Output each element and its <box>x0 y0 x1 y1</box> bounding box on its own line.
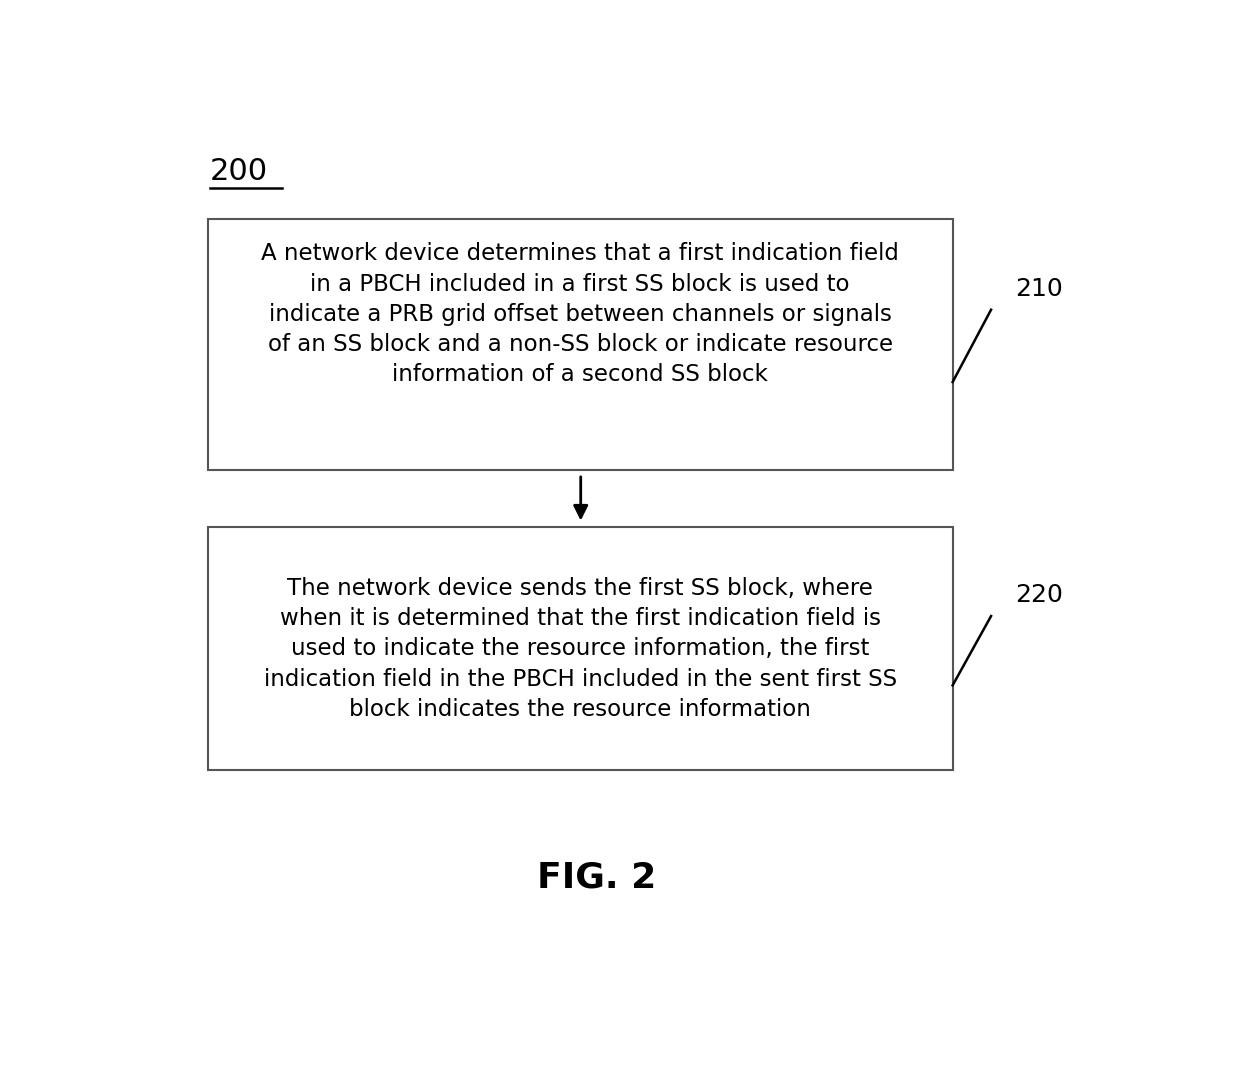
Text: 210: 210 <box>1016 277 1063 301</box>
Text: 220: 220 <box>1016 584 1063 607</box>
Text: FIG. 2: FIG. 2 <box>537 861 657 895</box>
Bar <box>208 527 952 771</box>
Bar <box>208 219 952 470</box>
Text: A network device determines that a first indication field
in a PBCH included in : A network device determines that a first… <box>262 243 899 386</box>
Text: The network device sends the first SS block, where
when it is determined that th: The network device sends the first SS bl… <box>264 577 897 721</box>
Text: 200: 200 <box>210 157 268 186</box>
